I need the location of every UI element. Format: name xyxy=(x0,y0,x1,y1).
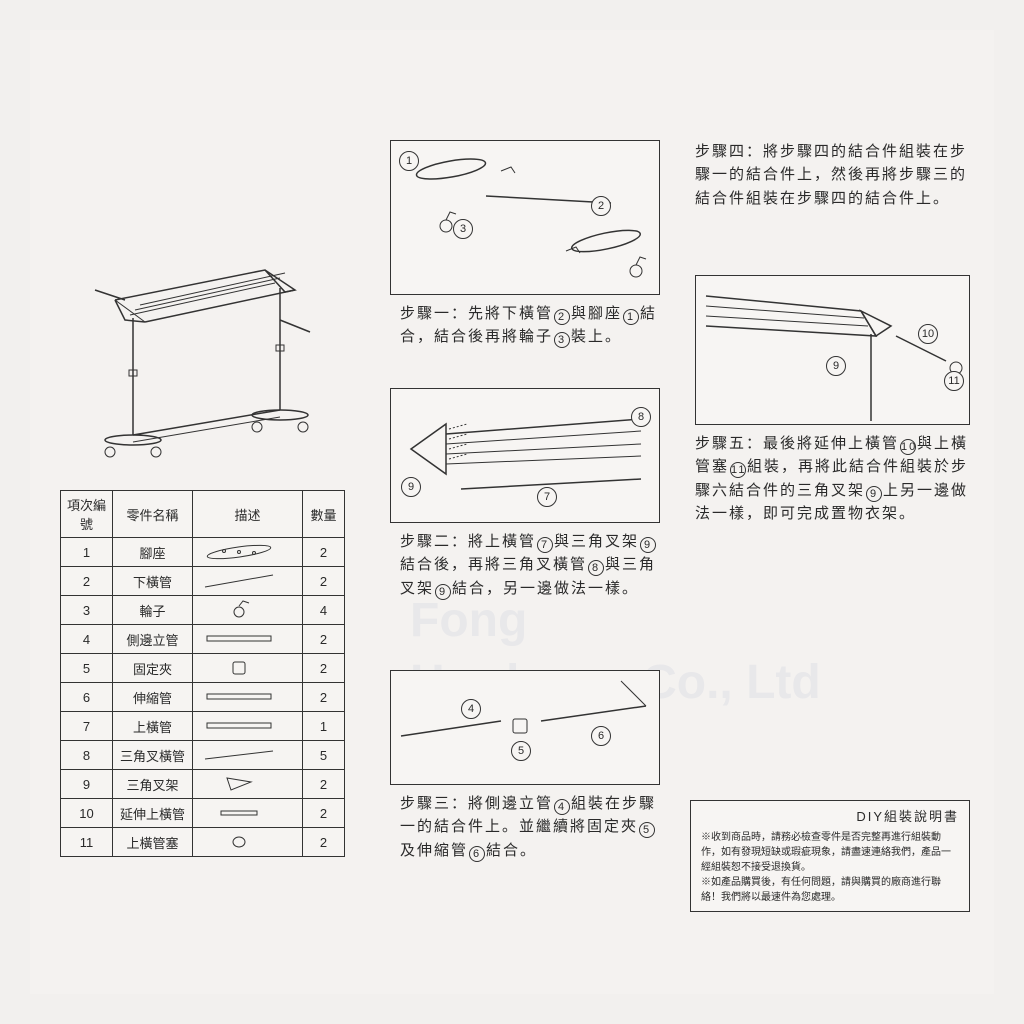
note-line-1: ※收到商品時，請務必檢查零件是否完整再進行組裝動作，如有發現短缺或瑕疵現象，請盡… xyxy=(701,830,959,875)
table-row: 2下橫管2 xyxy=(61,567,345,596)
callout-9: 9 xyxy=(401,477,421,497)
table-row: 1腳座2 xyxy=(61,538,345,567)
callout-3: 3 xyxy=(453,219,473,239)
callout-11: 11 xyxy=(944,371,964,391)
callout-9b: 9 xyxy=(826,356,846,376)
table-row: 11上橫管塞2 xyxy=(61,828,345,857)
table-row: 3輪子4 xyxy=(61,596,345,625)
step2-text: 步驟二：將上橫管7與三角叉架9結合後，再將三角叉橫管8與三角叉架9結合，另一邊做… xyxy=(400,530,665,600)
step3-text: 步驟三：將側邊立管4組裝在步驟一的結合件上。並繼續將固定夾5及伸縮管6結合。 xyxy=(400,792,660,862)
callout-2: 2 xyxy=(591,196,611,216)
parts-table: 項次編號 零件名稱 描述 數量 1腳座22下橫管23輪子44側邊立管25固定夾2… xyxy=(60,490,345,857)
callout-1: 1 xyxy=(399,151,419,171)
note-title: DIY組裝說明書 xyxy=(701,807,959,827)
callout-6: 6 xyxy=(591,726,611,746)
step5-text: 步驟五：最後將延伸上橫管10與上橫管塞11組裝，再將此結合件組裝於步驟六結合件的… xyxy=(695,432,970,525)
diy-note-box: DIY組裝說明書 ※收到商品時，請務必檢查零件是否完整再進行組裝動作，如有發現短… xyxy=(690,800,970,912)
step2-diagram: 8 9 7 xyxy=(390,388,660,523)
table-row: 7上橫管1 xyxy=(61,712,345,741)
table-header-row: 項次編號 零件名稱 描述 數量 xyxy=(61,491,345,538)
table-row: 8三角叉橫管5 xyxy=(61,741,345,770)
table-row: 10延伸上橫管2 xyxy=(61,799,345,828)
table-row: 6伸縮管2 xyxy=(61,683,345,712)
step5-diagram: 9 10 11 xyxy=(695,275,970,425)
note-line-2: ※如產品購買後，有任何問題，請與購買的廠商進行聯絡！我們將以最速件為您處理。 xyxy=(701,875,959,905)
instruction-sheet: Fong Hardware Co., Ltd xyxy=(30,30,994,994)
step3-diagram: 4 5 6 xyxy=(390,670,660,785)
callout-10: 10 xyxy=(918,324,938,344)
table-row: 4側邊立管2 xyxy=(61,625,345,654)
step1-diagram: 1 2 3 xyxy=(390,140,660,295)
product-drawing xyxy=(85,260,315,480)
callout-7: 7 xyxy=(537,487,557,507)
table-row: 9三角叉架2 xyxy=(61,770,345,799)
table-row: 5固定夾2 xyxy=(61,654,345,683)
callout-4: 4 xyxy=(461,699,481,719)
callout-5: 5 xyxy=(511,741,531,761)
step4-text: 步驟四：將步驟四的結合件組裝在步驟一的結合件上，然後再將步驟三的結合件組裝在步驟… xyxy=(695,140,970,210)
callout-8: 8 xyxy=(631,407,651,427)
step1-text: 步驟一：先將下橫管2與腳座1結合，結合後再將輪子3裝上。 xyxy=(400,302,660,349)
